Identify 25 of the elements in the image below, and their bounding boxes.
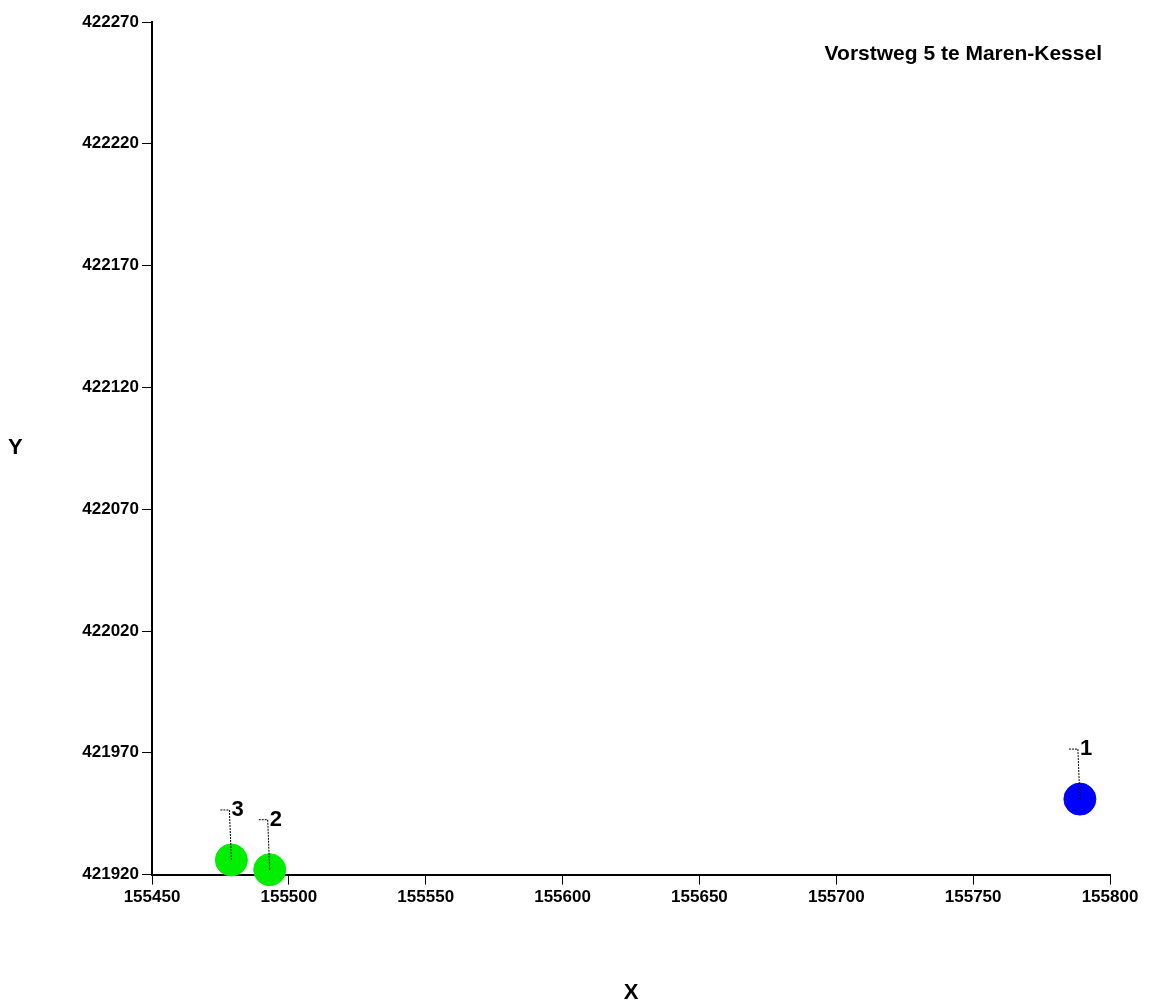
y-tick-label: 422120 (82, 377, 139, 397)
y-tick-label: 422220 (82, 133, 139, 153)
text: Vorstweg 5 te Maren-Kessel (824, 41, 1102, 65)
y-tick-label: 421970 (82, 742, 139, 762)
point (253, 853, 287, 887)
y-tick-label: 421920 (82, 864, 139, 884)
annotation: 3 (231, 796, 244, 822)
y-tick-label: 422020 (82, 620, 139, 640)
x-tick-label: 155750 (944, 887, 1002, 907)
x-tick-label: 155450 (123, 887, 181, 907)
y-tick-label: 422270 (82, 11, 139, 31)
point (1063, 782, 1097, 816)
annotation: 1 (1079, 735, 1093, 761)
x-tick-label: 155550 (397, 887, 455, 907)
y-axis-title: Y (8, 434, 23, 460)
y-tick-label: 422170 (82, 255, 139, 275)
point (214, 843, 248, 877)
y-tick-label: 422070 (82, 498, 139, 518)
x-axis-title: X (623, 979, 639, 1005)
x-tick-label: 155650 (671, 887, 728, 907)
x-tick-label: 155800 (1081, 887, 1139, 907)
annotation: 2 (269, 805, 282, 831)
x-tick-label: 155700 (807, 887, 865, 907)
x-tick-label: 155600 (534, 887, 591, 907)
x-tick-label: 155500 (260, 887, 318, 907)
